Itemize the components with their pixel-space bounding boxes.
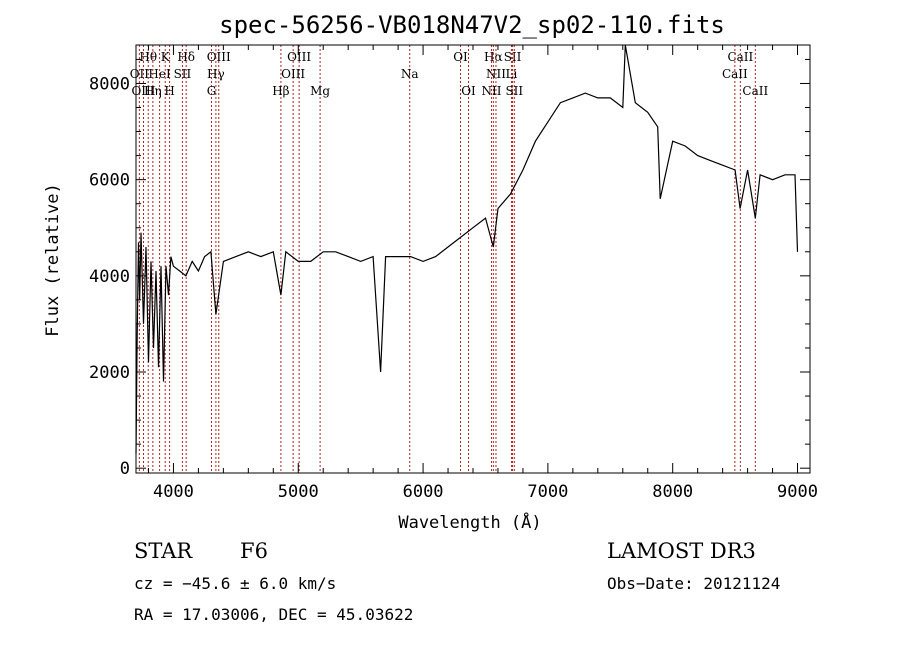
line-marker-label: Hβ bbox=[272, 84, 289, 98]
x-tick-label: 6000 bbox=[403, 482, 444, 502]
y-tick-label: 4000 bbox=[89, 267, 130, 287]
object-subclass: F6 bbox=[240, 539, 268, 563]
radec-line: RA = 17.03006, DEC = 45.03622 bbox=[134, 605, 413, 624]
line-marker-label: Hα bbox=[484, 50, 503, 64]
y-axis-label: Flux (relative) bbox=[43, 183, 63, 337]
line-marker-label: OI bbox=[461, 84, 476, 98]
obs-date: Obs−Date: 20121124 bbox=[607, 574, 780, 593]
line-marker-label: NII bbox=[486, 67, 506, 81]
line-marker-label: SII bbox=[505, 84, 523, 98]
line-marker-label: OIII bbox=[287, 50, 311, 64]
spectrum-line bbox=[135, 44, 799, 454]
y-tick-label: 6000 bbox=[89, 171, 130, 191]
axes: 4000 5000 6000 7000 8000 9000 0 2000 4000 6000 800… bbox=[89, 44, 818, 502]
line-marker-label: Mg bbox=[310, 84, 330, 98]
line-marker-label: H bbox=[164, 84, 174, 98]
line-marker-label: Hγ bbox=[207, 67, 225, 81]
line-marker-label: SII bbox=[174, 67, 192, 81]
line-marker-label: CaII bbox=[727, 50, 753, 64]
line-marker-label: HeI bbox=[148, 67, 171, 81]
y-tick-label: 0 bbox=[120, 459, 130, 479]
line-marker-label: K bbox=[161, 50, 171, 64]
line-marker-label: OIII bbox=[281, 67, 305, 81]
line-marker-label: OI bbox=[453, 50, 468, 64]
redshift-line: cz = −45.6 ± 6.0 km/s bbox=[134, 574, 336, 593]
line-marker-label: SII bbox=[504, 50, 522, 64]
line-marker-label: NII bbox=[481, 84, 501, 98]
line-marker-label: CaII bbox=[722, 67, 748, 81]
x-tick-label: 7000 bbox=[527, 482, 568, 502]
y-tick-label: 8000 bbox=[89, 74, 130, 94]
line-marker-label: G bbox=[207, 84, 217, 98]
line-marker-label: OIII bbox=[131, 84, 155, 98]
chart-title: spec-56256-VB018N47V2_sp02-110.fits bbox=[219, 11, 725, 39]
line-marker-label: Li bbox=[506, 67, 518, 81]
x-tick-label: 8000 bbox=[652, 482, 693, 502]
line-marker-label: Hη bbox=[144, 84, 162, 98]
line-marker-label: OIII bbox=[207, 50, 231, 64]
line-marker-label: Hθ bbox=[139, 50, 157, 64]
x-tick-label: 5000 bbox=[278, 482, 319, 502]
line-marker-label: Na bbox=[401, 67, 419, 81]
line-marker-label: Hδ bbox=[177, 50, 195, 64]
line-marker-label: OII bbox=[130, 67, 150, 81]
x-tick-label: 9000 bbox=[777, 482, 818, 502]
x-axis-label: Wavelength (Å) bbox=[398, 511, 541, 533]
object-class: STAR bbox=[134, 539, 193, 563]
y-tick-label: 2000 bbox=[89, 363, 130, 383]
x-tick-label: 4000 bbox=[153, 482, 194, 502]
plot-frame bbox=[135, 44, 811, 474]
survey-name: LAMOST DR3 bbox=[607, 539, 756, 563]
line-marker-label: CaII bbox=[742, 84, 768, 98]
